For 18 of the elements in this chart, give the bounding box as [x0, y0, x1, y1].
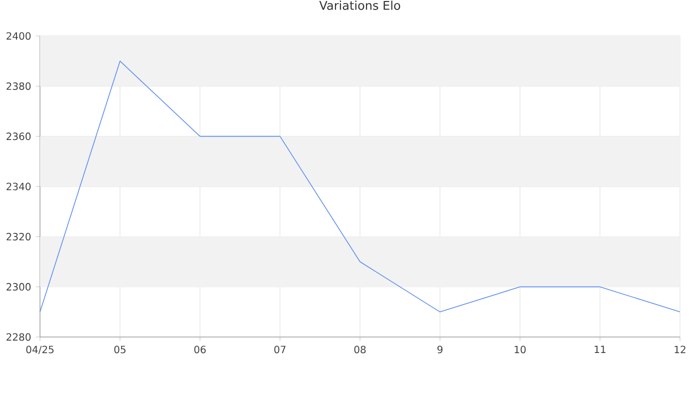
chart-title: Variations Elo — [319, 0, 400, 10]
x-tick-label: 9 — [437, 346, 442, 354]
x-tick-label: 08 — [354, 346, 366, 354]
x-tick-label: 07 — [274, 346, 286, 354]
x-tick-label: 06 — [194, 346, 206, 354]
y-tick-label: 2360 — [6, 132, 31, 140]
x-tick-label: 12 — [674, 346, 686, 354]
y-tick-label: 2320 — [6, 232, 31, 240]
x-tick-label: 04/25 — [26, 346, 54, 354]
y-tick-label: 2280 — [6, 333, 31, 341]
line-series — [40, 60, 680, 312]
x-tick-label: 11 — [594, 346, 606, 353]
x-tick-label: 10 — [514, 346, 526, 354]
x-tick-label: 05 — [114, 346, 126, 354]
y-tick-label: 2340 — [6, 182, 31, 190]
y-tick-label: 2400 — [6, 32, 31, 40]
y-tick-label: 2300 — [6, 283, 31, 291]
y-tick-label: 2380 — [6, 82, 31, 90]
